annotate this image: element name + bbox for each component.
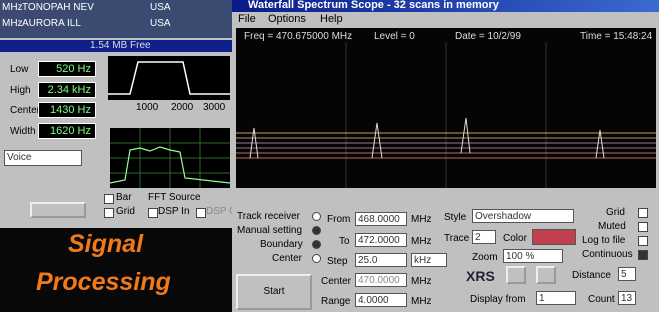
axis-label: 2000 (171, 102, 193, 113)
radio[interactable] (312, 226, 321, 235)
field-value: 520 Hz (38, 61, 96, 77)
field-value: 1430 Hz (38, 102, 96, 118)
text-input[interactable]: 25.0 (355, 253, 407, 267)
radio-label: Center (272, 253, 302, 264)
spin-input[interactable]: 2 (472, 230, 496, 244)
checkbox[interactable] (104, 208, 114, 218)
field-label: Range (321, 296, 350, 307)
text-input[interactable]: 4.0000 (355, 293, 407, 307)
status-text: 1.54 MB Free (90, 40, 151, 51)
checkbox[interactable] (638, 236, 648, 246)
field-label: Zoom (472, 252, 498, 263)
field-label: From (327, 214, 350, 225)
radio-label: Track receiver (237, 211, 300, 222)
checkbox-label: Grid (116, 206, 135, 217)
field-label: Low (10, 64, 28, 75)
list-cell: MHz (2, 2, 23, 13)
unit-select[interactable]: kHz (411, 253, 447, 267)
checkbox-label: DSP In (158, 206, 190, 217)
checkbox[interactable] (148, 208, 158, 218)
waterfall-display (236, 28, 656, 188)
status-field: Time = 15:48:24 (580, 31, 652, 42)
checkbox[interactable] (196, 208, 206, 218)
unit: MHz (411, 214, 432, 225)
status-field: Level = 0 (374, 31, 415, 42)
screenshot: MHz TONOPAH NEV USA MHz AURORA ILL USA 1… (0, 0, 659, 312)
field-value: 1620 Hz (38, 123, 96, 139)
field-label: To (339, 236, 350, 247)
radio-label: Boundary (260, 239, 303, 250)
checkbox[interactable] (104, 194, 114, 204)
list-cell: MHz (2, 18, 23, 29)
axis-label: 1000 (136, 102, 158, 113)
group-label: FFT Source (148, 192, 201, 203)
checkbox-label: Bar (116, 192, 132, 203)
zoom-in-button[interactable] (506, 266, 526, 284)
field-label: Trace (444, 233, 469, 244)
banner-text: Processing (36, 268, 171, 297)
spin-input[interactable]: 1 (536, 291, 576, 305)
field-value: 2.34 kHz (38, 82, 96, 98)
field-label: Distance (572, 270, 611, 281)
checkbox[interactable] (638, 208, 648, 218)
filter-shape (108, 56, 230, 100)
zoom-select[interactable]: 100 % (503, 249, 563, 263)
radio-label: Manual setting (237, 225, 302, 236)
field-label: Display from (470, 294, 526, 305)
axis-label: 3000 (203, 102, 225, 113)
checkbox[interactable] (638, 250, 648, 260)
checkbox-label: Muted (598, 221, 626, 232)
radio[interactable] (312, 212, 321, 221)
field-label: Center (321, 276, 351, 287)
style-select[interactable]: Overshadow (472, 209, 574, 223)
unit: MHz (411, 296, 432, 307)
field-label: Count (588, 294, 615, 305)
color-swatch[interactable] (532, 229, 576, 245)
button[interactable] (30, 202, 86, 218)
mode-select[interactable]: Voice (4, 150, 82, 166)
list-cell: TONOPAH NEV (22, 2, 94, 13)
status-field: Freq = 470.675000 MHz (244, 31, 352, 42)
status-field: Date = 10/2/99 (455, 31, 521, 42)
list-cell: USA (150, 2, 171, 13)
list-cell: USA (150, 18, 171, 29)
unit: MHz (411, 276, 432, 287)
spin-input[interactable]: 13 (618, 291, 636, 305)
radio[interactable] (312, 240, 321, 249)
banner-text: Signal (68, 230, 143, 259)
checkbox-label: Grid (606, 207, 625, 218)
field-label: Color (503, 233, 527, 244)
text-input[interactable]: 472.0000 (355, 233, 407, 247)
spin-input[interactable]: 5 (618, 267, 636, 281)
list-cell: AURORA ILL (22, 18, 81, 29)
menu-item[interactable]: Options (268, 13, 306, 25)
unit: MHz (411, 236, 432, 247)
field-label: Center (10, 105, 40, 116)
menu-item[interactable]: Help (320, 13, 343, 25)
checkbox[interactable] (638, 222, 648, 232)
field-label: High (10, 85, 31, 96)
window-title: Waterfall Spectrum Scope - 32 scans in m… (248, 0, 499, 11)
checkbox-label: Log to file (582, 235, 625, 246)
radio[interactable] (312, 254, 321, 263)
field-label: Width (10, 126, 36, 137)
menu-item[interactable]: File (238, 13, 256, 25)
text-input[interactable]: 470.0000 (355, 273, 407, 287)
field-label: Style (444, 212, 466, 223)
spectrum-preview (110, 128, 230, 188)
checkbox-label: Continuous (582, 249, 633, 260)
start-button[interactable]: Start (236, 274, 312, 310)
text-input[interactable]: 468.0000 (355, 212, 407, 226)
zoom-out-button[interactable] (536, 266, 556, 284)
field-label: Step (327, 256, 348, 267)
xrs-logo: XRS (466, 268, 495, 284)
